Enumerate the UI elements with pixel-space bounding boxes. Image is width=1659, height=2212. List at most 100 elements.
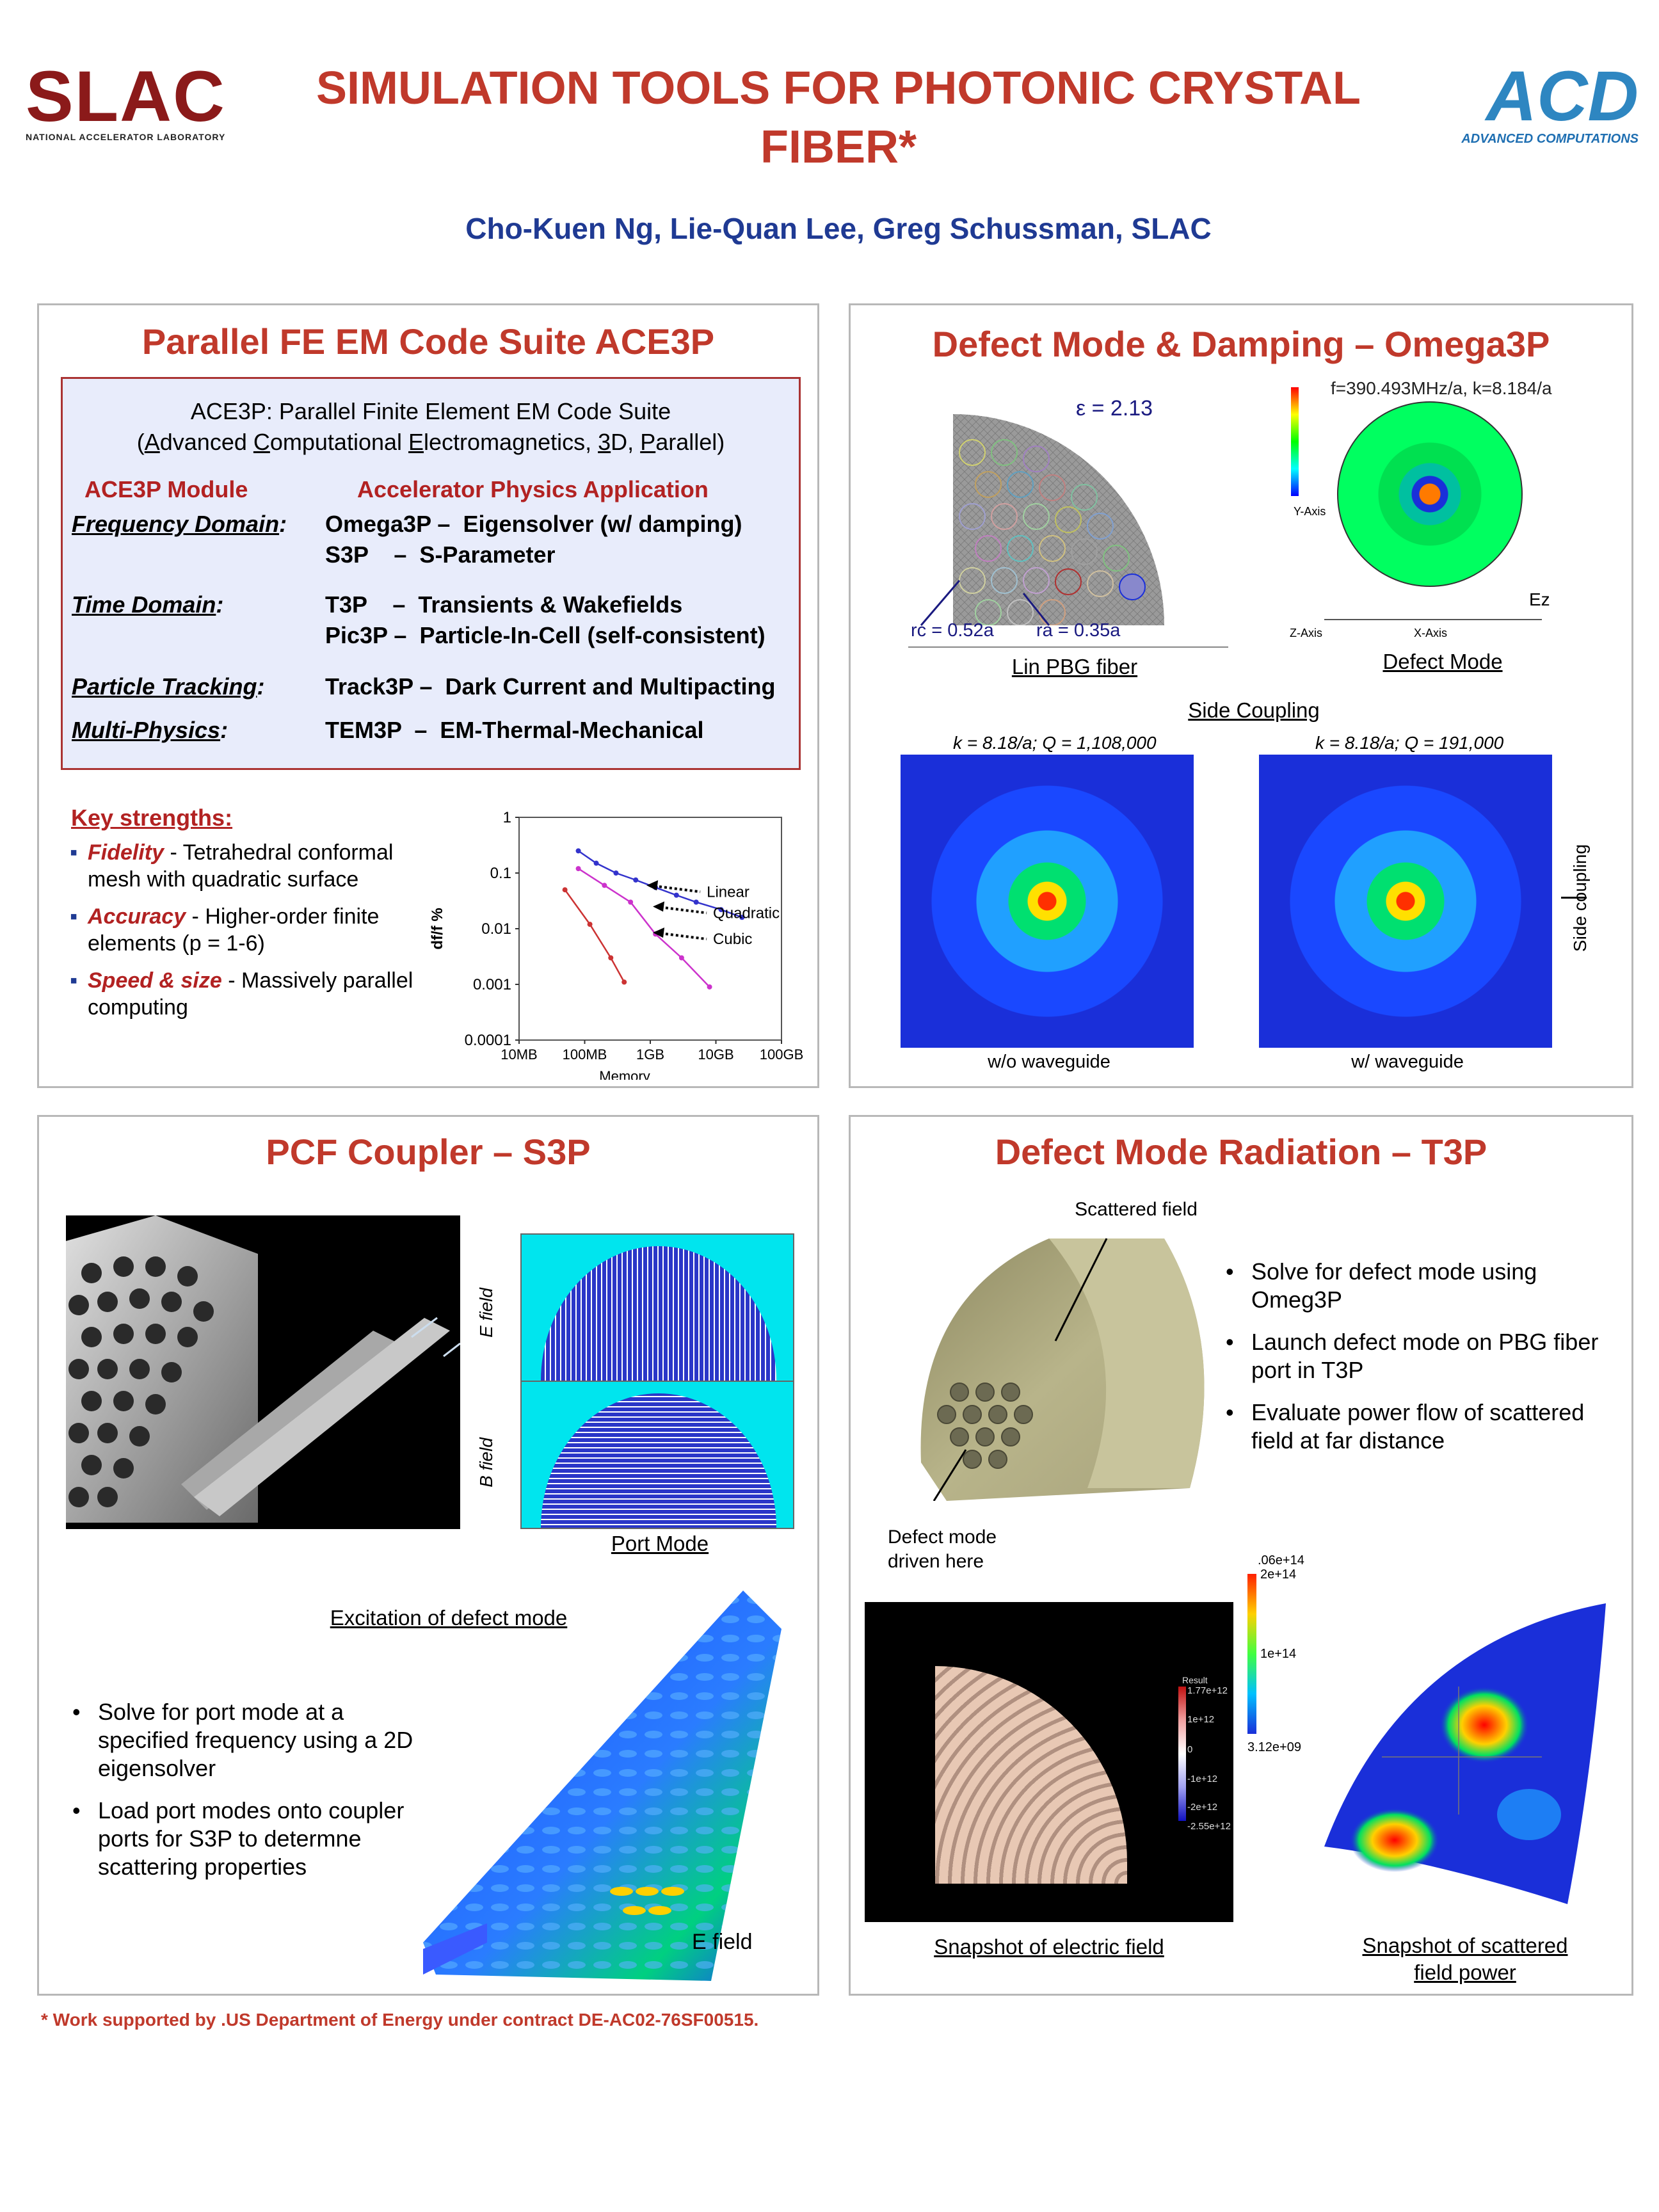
y-axis-label: Y-Axis <box>1294 505 1326 518</box>
rc-label: rc = 0.52a <box>911 620 994 641</box>
e-field-wedge-label: E field <box>692 1930 753 1954</box>
poster-title: SIMULATION TOOLS FOR PHOTONIC CRYSTAL FI… <box>256 59 1421 177</box>
series-arrowhead-linear <box>646 880 659 891</box>
y-tick-label: 1 <box>503 809 511 826</box>
acd-logo-subtitle: ADVANCED COMPUTATIONS <box>1461 132 1639 146</box>
defect-colorbar <box>1291 387 1299 496</box>
scattered-caption-2: field power <box>1414 1960 1516 1984</box>
defect-mode-freq: f=390.493MHz/a, k=8.184/a <box>1331 378 1552 398</box>
strength-speed: ▪ Speed & size - Massively parallel compu… <box>70 968 413 1020</box>
panel-omega3p: Defect Mode & Damping – Omega3P <box>849 303 1633 1088</box>
pbg-divider <box>908 646 1228 648</box>
y-tick-label: 0.1 <box>490 865 511 882</box>
panel-t3p: Defect Mode Radiation – T3P Scattered fi… <box>849 1115 1633 1996</box>
result-tick-3: -1e+12 <box>1187 1774 1218 1784</box>
series-line-cubic <box>564 889 625 983</box>
without-waveguide-caption: w/o waveguide <box>988 1052 1110 1072</box>
series-point-cubic <box>608 955 614 961</box>
series-arrow-linear <box>648 884 701 894</box>
e-field-label: E field <box>476 1288 496 1338</box>
slac-logo-subtitle: NATIONAL ACCELERATOR LABORATORY <box>26 132 226 142</box>
pbg-fiber-mesh <box>953 414 1164 625</box>
app-track3p: Track3P – Dark Current and Multipacting <box>325 673 776 700</box>
scattered-colorbar <box>1247 1574 1256 1734</box>
ra-label: ra = 0.35a <box>1036 620 1121 641</box>
s3p-bullets: Solve for port mode at a specified frequ… <box>72 1698 431 1895</box>
result-tick-1: 1e+12 <box>1187 1714 1215 1725</box>
panel-t3p-title: Defect Mode Radiation – T3P <box>995 1132 1487 1172</box>
suite-box-subtitle: (Advanced Computational Electromagnetics… <box>136 429 725 455</box>
acd-logo: ACD ADVANCED COMPUTATIONS <box>1453 61 1639 147</box>
series-line-quadratic <box>577 868 710 988</box>
scattered-field-label: Scattered field <box>1075 1199 1198 1220</box>
funding-footnote: * Work supported by .US Department of En… <box>41 2010 759 2030</box>
series-point-quadratic <box>602 883 607 888</box>
slac-logo: SLAC NATIONAL ACCELERATOR LABORATORY <box>26 61 230 145</box>
excitation-field-plot <box>423 1591 781 1981</box>
port-mode-caption: Port Mode <box>611 1532 709 1555</box>
domain-time: Time Domain: <box>72 591 224 618</box>
scattered-caption-1: Snapshot of scattered <box>1362 1934 1568 1957</box>
domain-multiphysics: Multi-Physics: <box>72 717 228 743</box>
app-pic3p: Pic3P – Particle-In-Cell (self-consisten… <box>325 622 765 648</box>
t3p-bullet-1: Solve for defect mode using Omeg3P <box>1226 1258 1623 1314</box>
defect-driven-label: Defect mode driven here <box>888 1527 997 1572</box>
x-tick-label: 10MB <box>501 1046 537 1062</box>
result-tick-4: -2e+12 <box>1187 1802 1218 1813</box>
domain-particle: Particle Tracking: <box>72 673 265 700</box>
series-point-linear <box>673 892 679 898</box>
excitation-caption: Excitation of defect mode <box>330 1606 568 1630</box>
series-point-cubic <box>621 979 627 985</box>
series-point-quadratic <box>628 899 634 905</box>
series-point-linear <box>633 877 639 883</box>
with-waveguide-caption: w/ waveguide <box>1351 1052 1464 1072</box>
panel-ace3p-title: Parallel FE EM Code Suite ACE3P <box>141 321 715 362</box>
x-tick-label: 100GB <box>760 1046 804 1062</box>
panel-omega3p-title: Defect Mode & Damping – Omega3P <box>932 324 1550 364</box>
x-tick-label: 10GB <box>698 1046 733 1062</box>
panel-s3p-title: PCF Coupler – S3P <box>266 1132 591 1172</box>
s3p-bullet-2: Load port modes onto coupler ports for S… <box>72 1797 431 1881</box>
series-arrowhead-cubic <box>653 927 665 938</box>
authors: Cho-Kuen Ng, Lie-Quan Lee, Greg Schussma… <box>465 212 1212 245</box>
scale-1: 1e+14 <box>1260 1647 1297 1661</box>
epsilon-label: ε = 2.13 <box>1076 396 1153 421</box>
series-point-linear <box>613 870 619 876</box>
x-tick-label: 1GB <box>636 1046 664 1062</box>
y-tick-label: 0.0001 <box>465 1032 511 1049</box>
result-tick-0: 1.77e+12 <box>1187 1685 1228 1696</box>
col-header-application: Accelerator Physics Application <box>357 476 709 502</box>
strengths-list: ▪ Fidelity - Tetrahedral conformal mesh w… <box>70 839 428 1021</box>
panel-ace3p: Parallel FE EM Code Suite ACE3P ACE3P: P… <box>37 303 819 1088</box>
defect-mode-plot <box>1337 401 1523 587</box>
port-mode-b-field <box>520 1381 794 1529</box>
scattered-power-plot <box>1324 1603 1606 1904</box>
k-right-label: k = 8.18/a; Q = 191,000 <box>1315 733 1504 753</box>
app-tem3p: TEM3P – EM-Thermal-Mechanical <box>325 717 704 743</box>
app-t3p: T3P – Transients & Wakefields <box>325 591 683 618</box>
scale-min: 3.12e+09 <box>1247 1740 1301 1754</box>
electric-field-quarter <box>935 1666 1127 1884</box>
s3p-bullet-1: Solve for port mode at a specified frequ… <box>72 1698 431 1783</box>
t3p-bullet-3: Evaluate power flow of scattered field a… <box>1226 1399 1623 1455</box>
pbg-arrows <box>920 580 1050 626</box>
series-label-cubic: Cubic <box>713 931 752 948</box>
x-axis-title: Memory <box>599 1068 650 1080</box>
series-arrow-cubic <box>655 931 707 941</box>
panel-s3p: PCF Coupler – S3P E field B field <box>37 1115 819 1996</box>
series-label-quadratic: Quadratic <box>713 904 780 922</box>
port-mode-e-field <box>520 1233 794 1384</box>
field-plot-without-waveguide <box>901 755 1194 1048</box>
y-tick-label: 0.01 <box>481 920 511 938</box>
series-point-linear <box>575 848 581 854</box>
series-point-cubic <box>562 887 568 893</box>
t3p-bullets: Solve for defect mode using Omeg3P Launc… <box>1226 1258 1623 1469</box>
series-point-linear <box>693 899 699 905</box>
side-coupling-title: Side Coupling <box>1188 698 1320 722</box>
slac-logo-text: SLAC <box>26 56 226 136</box>
series-point-quadratic <box>575 866 581 872</box>
title-line-2: FIBER* <box>760 122 917 173</box>
suite-box-title: ACE3P: Parallel Finite Element EM Code S… <box>190 398 671 424</box>
x-tick-label: 100MB <box>563 1046 607 1062</box>
